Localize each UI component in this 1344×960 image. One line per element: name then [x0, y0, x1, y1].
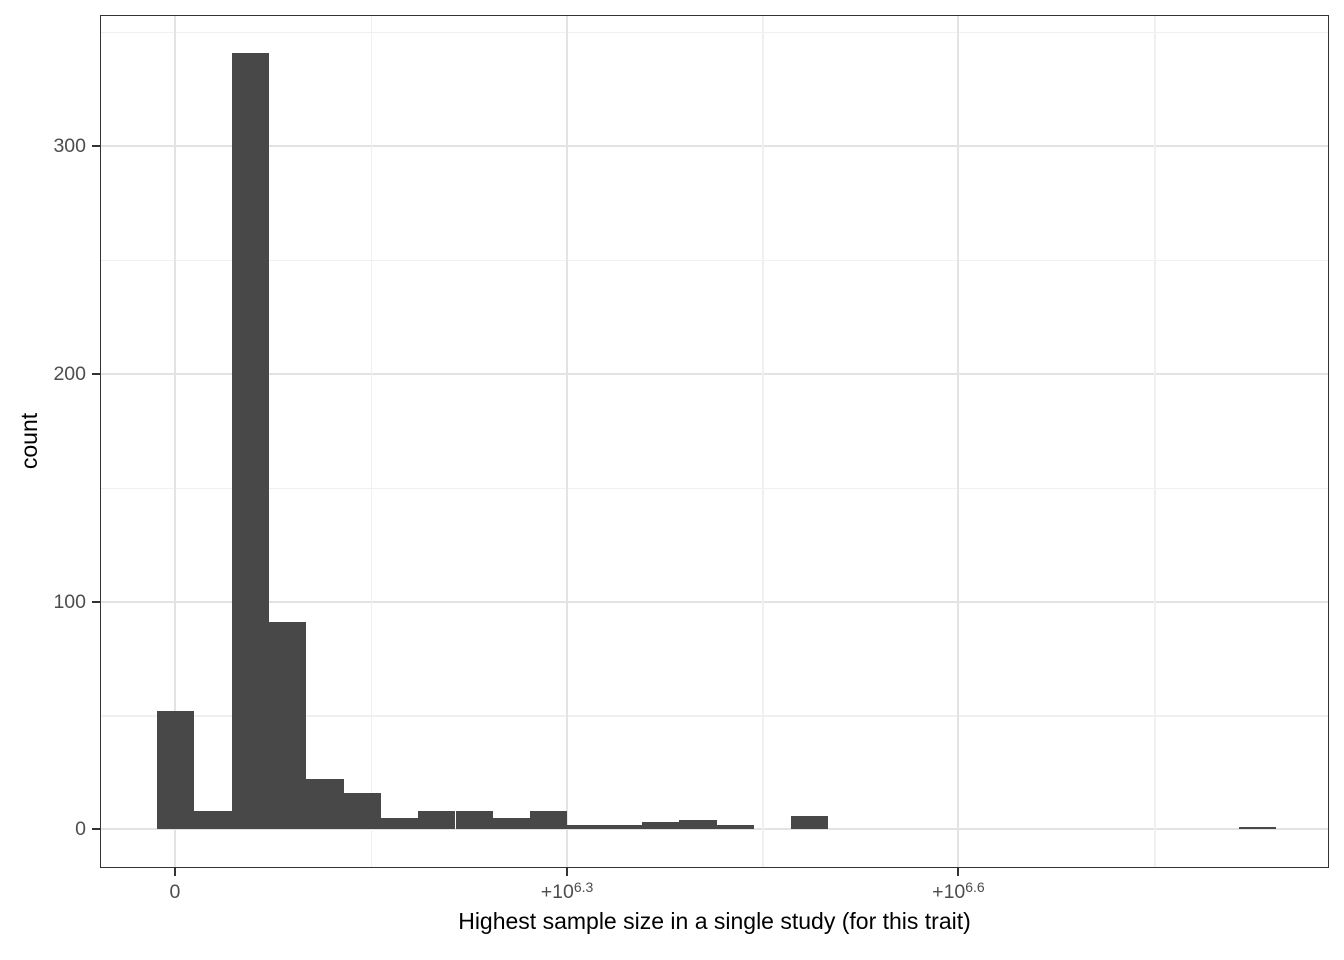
histogram-bar [530, 811, 568, 830]
y-minor-gridline [100, 715, 1329, 717]
histogram-bar [343, 792, 381, 830]
y-major-gridline [100, 372, 1329, 375]
histogram-bar [455, 811, 493, 830]
x-tick-mark [173, 868, 176, 876]
y-tick-mark [92, 828, 100, 831]
histogram-bar [492, 817, 531, 830]
x-tick-label: 0 [169, 881, 181, 903]
y-major-gridline [100, 600, 1329, 603]
histogram-bar [268, 622, 307, 830]
histogram-bar [679, 820, 717, 830]
x-tick-exponent: 6.3 [573, 878, 594, 895]
x-axis-title: Highest sample size in a single study (f… [458, 908, 971, 934]
histogram-bar [716, 824, 754, 830]
x-tick-label: +106.6 [932, 878, 985, 904]
x-major-gridline [173, 15, 176, 868]
histogram-bar [791, 815, 829, 830]
histogram-bar [380, 817, 419, 830]
y-tick-label: 100 [53, 590, 86, 613]
y-tick-label: 0 [75, 818, 86, 841]
y-tick-label: 200 [53, 362, 86, 385]
histogram-bar [1238, 827, 1277, 830]
x-minor-gridline [1154, 15, 1156, 868]
x-major-gridline [957, 15, 960, 868]
y-tick-mark [92, 372, 100, 375]
histogram-bar [418, 811, 456, 830]
y-major-gridline [100, 144, 1329, 147]
x-tick-mark [566, 868, 569, 876]
x-minor-gridline [370, 15, 373, 868]
histogram-bar [567, 824, 605, 830]
x-major-gridline [566, 15, 569, 868]
x-tick-exponent: 6.6 [965, 878, 985, 895]
histogram-bar [604, 824, 642, 830]
histogram-bar [157, 710, 195, 830]
histogram-bar [642, 822, 680, 830]
y-major-gridline [100, 828, 1329, 831]
plot-panel [100, 15, 1329, 868]
y-minor-gridline [100, 32, 1329, 34]
x-tick-mark [957, 868, 960, 876]
y-minor-gridline [100, 259, 1329, 262]
histogram-bar [306, 779, 344, 830]
y-minor-gridline [100, 487, 1329, 489]
x-minor-gridline [762, 15, 764, 868]
y-axis-title: count [16, 412, 42, 470]
histogram-bar [194, 811, 232, 830]
histogram-bar [231, 52, 269, 830]
y-tick-mark [92, 144, 100, 147]
y-tick-mark [92, 600, 100, 603]
x-tick-label: +106.3 [540, 878, 594, 904]
y-tick-label: 300 [53, 134, 86, 157]
